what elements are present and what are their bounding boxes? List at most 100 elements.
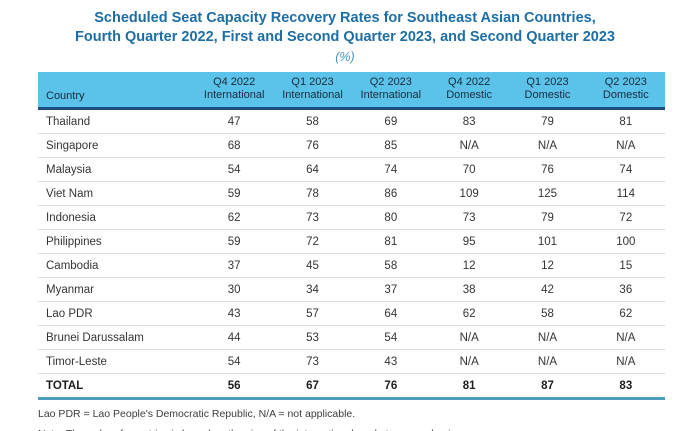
value-cell: 43 [195, 301, 274, 326]
value-cell: N/A [429, 133, 509, 158]
value-cell: N/A [508, 133, 587, 158]
value-cell: 100 [586, 229, 665, 254]
value-cell: 54 [351, 325, 430, 350]
table-body: Thailand 47 58 69 83 79 81 Singapore 68 76 85 N/A N/… [38, 108, 665, 374]
country-cell: Cambodia [38, 253, 195, 278]
value-cell: 54 [195, 157, 274, 182]
value-cell: 59 [195, 229, 274, 254]
value-cell: 36 [586, 277, 665, 302]
value-cell: 80 [351, 205, 430, 230]
value-cell: N/A [586, 133, 665, 158]
value-cell: 34 [273, 277, 352, 302]
value-cell: 85 [351, 133, 430, 158]
country-cell: Singapore [38, 133, 195, 158]
value-cell: 44 [195, 325, 274, 350]
value-cell: 57 [273, 301, 352, 326]
column-period-label: Q2 2023 [604, 76, 647, 88]
column-market-label: International [203, 89, 265, 101]
column-market-label: Domestic [524, 89, 571, 101]
value-cell: 58 [273, 108, 352, 134]
value-cell: 37 [351, 277, 430, 302]
country-header: Country [38, 72, 195, 110]
total-label: TOTAL [38, 373, 195, 400]
value-cell: N/A [508, 349, 587, 374]
unit-label: (%) [335, 50, 355, 64]
value-cell: 12 [429, 253, 509, 278]
column-period-label: Q1 2023 [526, 76, 569, 88]
value-cell: 81 [586, 108, 665, 134]
column-market-label: International [282, 89, 343, 101]
value-cell: 37 [195, 253, 274, 278]
total-row: TOTAL 56 67 76 81 87 83 [38, 373, 665, 400]
total-value-cell: 56 [195, 373, 274, 400]
country-cell: Philippines [38, 229, 195, 254]
column-header: Q2 2023 International [351, 72, 430, 110]
table-row: Philippines 59 72 81 95 101 100 [38, 229, 665, 254]
value-cell: 74 [351, 157, 430, 182]
value-cell: 70 [429, 157, 509, 182]
value-cell: 76 [273, 133, 352, 158]
value-cell: 42 [508, 277, 587, 302]
column-header: Q4 2022 Domestic [429, 72, 509, 110]
value-cell: 47 [195, 108, 274, 134]
column-header: Q1 2023 Domestic [508, 72, 587, 110]
value-cell: 59 [195, 181, 274, 206]
value-cell: 109 [429, 181, 509, 206]
value-cell: N/A [586, 349, 665, 374]
value-cell: 68 [195, 133, 274, 158]
value-cell: 125 [508, 181, 587, 206]
value-cell: 62 [195, 205, 274, 230]
column-market-label: International [360, 89, 422, 101]
footnote-note: Note: The order of countries is based on… [38, 428, 690, 431]
value-cell: 62 [429, 301, 509, 326]
column-period-label: Q1 2023 [291, 76, 334, 88]
country-cell: Lao PDR [38, 301, 195, 326]
figure-title: Scheduled Seat Capacity Recovery Rates f… [0, 0, 690, 65]
table-row: Indonesia 62 73 80 73 79 72 [38, 205, 665, 230]
value-cell: 72 [586, 205, 665, 230]
value-cell: 81 [351, 229, 430, 254]
value-cell: N/A [508, 325, 587, 350]
value-cell: 114 [586, 181, 665, 206]
total-value-cell: 67 [273, 373, 352, 400]
country-cell: Brunei Darussalam [38, 325, 195, 350]
total-value-cell: 76 [351, 373, 430, 400]
value-cell: 54 [195, 349, 274, 374]
value-cell: 62 [586, 301, 665, 326]
table-row: Lao PDR 43 57 64 62 58 62 [38, 301, 665, 326]
value-cell: 74 [586, 157, 665, 182]
value-cell: N/A [429, 349, 509, 374]
table-row: Myanmar 30 34 37 38 42 36 [38, 277, 665, 302]
column-header: Q1 2023 International [273, 72, 352, 110]
value-cell: 79 [508, 108, 587, 134]
total-value-cell: 83 [586, 373, 665, 400]
value-cell: 73 [273, 349, 352, 374]
country-cell: Indonesia [38, 205, 195, 230]
value-cell: 53 [273, 325, 352, 350]
table-row: Brunei Darussalam 44 53 54 N/A N/A N/A [38, 325, 665, 350]
footnote-abbreviation: Lao PDR = Lao People's Democratic Republ… [38, 408, 356, 420]
country-cell: Myanmar [38, 277, 195, 302]
country-cell: Viet Nam [38, 181, 195, 206]
value-cell: 73 [429, 205, 509, 230]
value-cell: 79 [508, 205, 587, 230]
table-row: Timor-Leste 54 73 43 N/A N/A N/A [38, 349, 665, 374]
value-cell: 95 [429, 229, 509, 254]
capacity-table: Country Q4 2022 International Q1 2023 Inter… [38, 72, 665, 400]
footnotes: Lao PDR = Lao People's Democratic Republ… [38, 408, 690, 431]
value-cell: 83 [429, 108, 509, 134]
value-cell: 45 [273, 253, 352, 278]
value-cell: 86 [351, 181, 430, 206]
value-cell: N/A [429, 325, 509, 350]
value-cell: 58 [508, 301, 587, 326]
table-row: Cambodia 37 45 58 12 12 15 [38, 253, 665, 278]
value-cell: N/A [586, 325, 665, 350]
value-cell: 30 [195, 277, 274, 302]
value-cell: 72 [273, 229, 352, 254]
table-row: Singapore 68 76 85 N/A N/A N/A [38, 133, 665, 158]
country-cell: Malaysia [38, 157, 195, 182]
value-cell: 101 [508, 229, 587, 254]
table-row: Thailand 47 58 69 83 79 81 [38, 108, 665, 134]
value-cell: 69 [351, 108, 430, 134]
